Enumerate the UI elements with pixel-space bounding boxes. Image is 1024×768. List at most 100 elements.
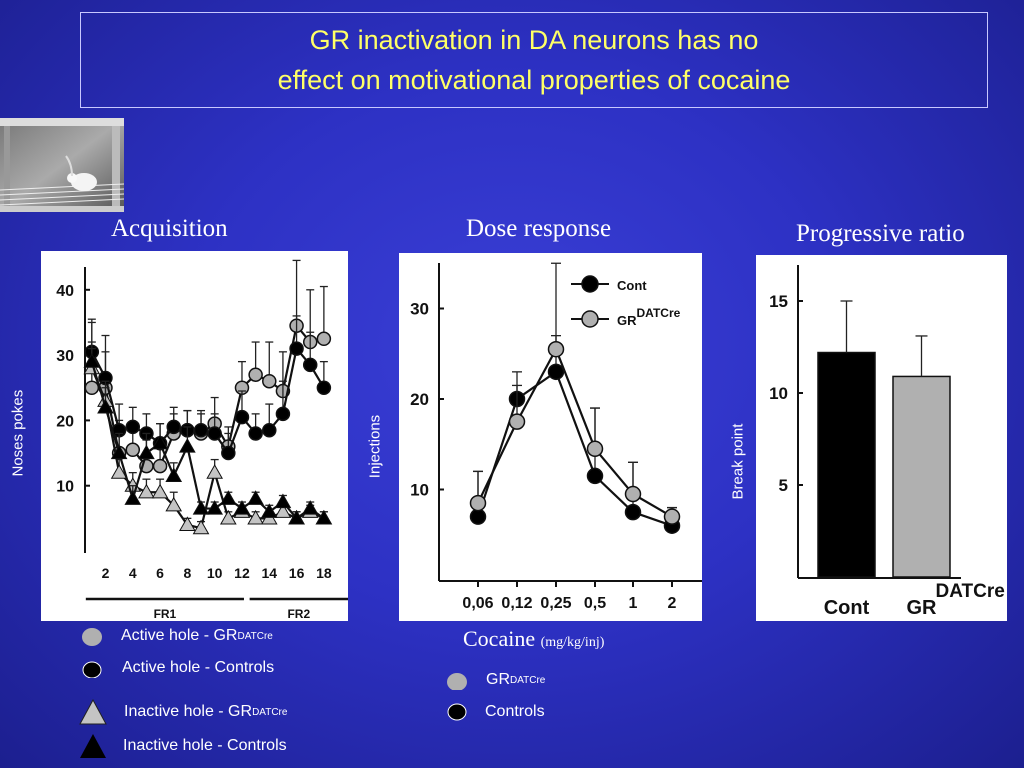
acq-data-point-1 xyxy=(125,419,141,435)
dose-legend-gr-sup: DATCre xyxy=(510,674,546,686)
acq-data-point-1 xyxy=(262,422,277,438)
dose-y-tick-label: 30 xyxy=(410,300,429,319)
dose-inset-legend-label: GRDATCre xyxy=(617,306,681,328)
dose-data-point-0 xyxy=(469,508,487,525)
acq-data-point-1 xyxy=(166,419,181,435)
acq-data-point-1 xyxy=(316,380,332,395)
acq-data-point-0 xyxy=(84,380,100,395)
acq-x-tick-label: 6 xyxy=(156,565,164,581)
progressive-ratio-y-axis-title: Break point xyxy=(729,423,747,500)
pr-bar-1 xyxy=(892,375,951,578)
legend-inactive-gr-label: Inactive hole - GR xyxy=(124,703,253,720)
dose-legend-gr-label: GR xyxy=(486,671,510,688)
acq-series-line-0 xyxy=(91,323,325,468)
acq-data-point-3 xyxy=(206,500,224,515)
acq-data-point-3 xyxy=(274,493,292,509)
progressive-ratio-chart-panel: 5 10 15 Cont GR DATCre xyxy=(756,255,1007,621)
black-circle-marker-icon xyxy=(82,661,102,678)
acq-data-point-2 xyxy=(206,464,224,479)
acq-data-point-0 xyxy=(152,458,168,474)
acq-data-point-0 xyxy=(262,373,277,389)
acq-data-point-3 xyxy=(219,490,237,505)
acq-x-tick-label: 18 xyxy=(316,565,332,581)
acq-data-point-2 xyxy=(274,503,292,518)
acq-data-point-2 xyxy=(247,509,264,525)
acq-data-point-1 xyxy=(275,406,291,422)
acq-data-point-0 xyxy=(125,442,141,458)
acquisition-chart-panel: 10 20 30 40 2 4 6 8 10 12 14 16 18 FR1 FR2 xyxy=(41,251,348,621)
dose-data-point-1 xyxy=(469,494,487,512)
acq-x-tick-label: 2 xyxy=(102,565,110,581)
dose-response-chart: 10 20 30 0,06 0,12 0,25 0,5 1 2 Cont GRDATCre xyxy=(410,262,702,612)
dose-x-tick-label: 0,5 xyxy=(584,595,606,612)
dose-response-chart-panel: 10 20 30 0,06 0,12 0,25 0,5 1 2 Cont GRDATCre xyxy=(399,253,702,621)
pr-y-tick-label: 10 xyxy=(769,384,788,403)
progressive-ratio-chart: 5 10 15 Cont GRDATCre xyxy=(769,265,1005,619)
dose-inset-legend-label: Cont xyxy=(617,278,647,293)
mouse-chamber-photo xyxy=(0,118,124,212)
dose-inset-legend-sup: DATCre xyxy=(637,306,681,320)
dose-series-line-1 xyxy=(477,346,673,518)
acq-y-tick-label: 30 xyxy=(56,348,74,365)
acq-y-tick-label: 20 xyxy=(56,413,74,430)
dose-x-tick-label: 0,12 xyxy=(501,595,532,612)
acq-data-point-3 xyxy=(260,503,278,518)
acq-phase-label: FR2 xyxy=(287,607,310,621)
slide-title-box: GR inactivation in DA neurons has no eff… xyxy=(80,12,988,108)
pr-y-tick-label: 15 xyxy=(769,292,788,311)
dose-data-point-1 xyxy=(663,508,681,525)
dose-x-tick-label: 1 xyxy=(629,595,638,612)
dose-inset-legend-marker xyxy=(581,275,599,293)
acq-data-point-2 xyxy=(179,516,196,531)
acq-x-tick-label: 10 xyxy=(207,565,223,581)
acq-data-point-1 xyxy=(302,357,318,373)
dose-x-tick-label: 2 xyxy=(668,595,677,612)
progressive-ratio-title: Progressive ratio xyxy=(796,220,965,247)
pr-x-tick-label: GR xyxy=(907,597,938,619)
legend-inactive-controls: Inactive hole - Controls xyxy=(79,733,287,759)
dose-response-y-axis-title: Injections xyxy=(366,414,384,479)
acq-data-point-1 xyxy=(193,422,209,438)
acq-data-point-3 xyxy=(192,500,210,515)
dose-legend-gr: GR DATCre xyxy=(446,670,545,690)
dose-data-point-1 xyxy=(547,340,565,358)
acq-data-point-3 xyxy=(83,353,101,368)
black-triangle-marker-icon xyxy=(80,734,106,758)
dose-data-point-0 xyxy=(624,503,642,521)
acq-data-point-3 xyxy=(288,509,305,525)
dose-y-tick-label: 10 xyxy=(410,481,429,500)
acq-y-tick-label: 10 xyxy=(56,479,74,496)
black-circle-marker-icon xyxy=(447,703,467,721)
acq-data-point-2 xyxy=(151,483,169,499)
acquisition-chart: 10 20 30 40 2 4 6 8 10 12 14 16 18 FR1 FR2 xyxy=(56,259,348,621)
acq-data-point-1 xyxy=(234,409,250,425)
legend-active-controls: Active hole - Controls xyxy=(81,658,274,678)
grey-circle-marker-icon xyxy=(447,673,467,690)
dose-legend-controls-label: Controls xyxy=(485,703,545,720)
pr-bar-0 xyxy=(817,351,876,578)
pr-x-tick-sup: DATCre xyxy=(936,581,1005,602)
acq-data-point-3 xyxy=(165,467,183,483)
acq-data-point-3 xyxy=(110,444,128,460)
acq-data-point-3 xyxy=(97,398,114,414)
grey-triangle-marker-icon xyxy=(79,699,107,725)
dose-data-point-0 xyxy=(586,467,604,485)
dose-legend-controls: Controls xyxy=(446,702,545,722)
legend-active-controls-label: Active hole - Controls xyxy=(122,659,275,676)
acq-data-point-2 xyxy=(219,509,237,525)
acq-data-point-3 xyxy=(124,490,142,505)
acq-data-point-3 xyxy=(151,434,169,450)
legend-active-gr: Active hole - GR DATCre xyxy=(81,626,273,646)
acq-data-point-0 xyxy=(316,331,332,347)
acq-x-tick-label: 4 xyxy=(129,565,137,581)
slide-title-line-2: effect on motivational properties of coc… xyxy=(277,65,791,95)
dose-response-x-axis-title: Cocaine (mg/kg/inj) xyxy=(463,626,604,652)
grey-circle-marker-icon xyxy=(82,628,102,646)
acq-data-point-1 xyxy=(248,426,263,441)
acq-data-point-1 xyxy=(207,426,222,441)
dose-inset-legend-marker xyxy=(581,310,599,328)
legend-inactive-controls-label: Inactive hole - Controls xyxy=(123,737,287,754)
dose-data-point-1 xyxy=(508,413,526,430)
acquisition-title: Acquisition xyxy=(111,215,228,242)
acq-data-point-3 xyxy=(179,438,196,453)
